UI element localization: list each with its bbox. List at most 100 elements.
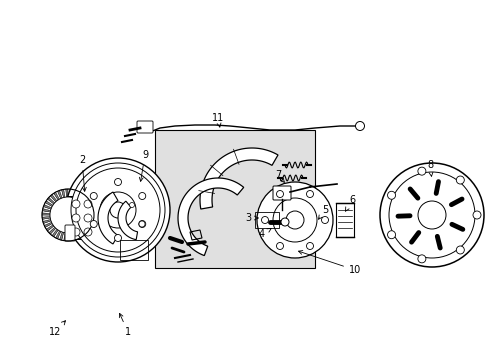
Circle shape bbox=[388, 172, 474, 258]
Circle shape bbox=[276, 190, 283, 198]
Polygon shape bbox=[85, 218, 94, 221]
Polygon shape bbox=[49, 227, 56, 234]
Polygon shape bbox=[60, 190, 63, 198]
Circle shape bbox=[285, 211, 304, 229]
Polygon shape bbox=[74, 190, 78, 198]
Text: 9: 9 bbox=[139, 150, 148, 181]
Polygon shape bbox=[81, 197, 88, 204]
Circle shape bbox=[72, 214, 80, 222]
Circle shape bbox=[84, 200, 92, 208]
Circle shape bbox=[110, 202, 126, 218]
Polygon shape bbox=[56, 191, 61, 199]
Circle shape bbox=[387, 231, 395, 239]
Polygon shape bbox=[43, 204, 51, 209]
Polygon shape bbox=[43, 219, 51, 224]
Polygon shape bbox=[82, 199, 90, 205]
Circle shape bbox=[72, 228, 80, 236]
Circle shape bbox=[261, 216, 268, 224]
Polygon shape bbox=[50, 194, 57, 202]
Polygon shape bbox=[98, 192, 118, 244]
Polygon shape bbox=[86, 213, 94, 215]
Polygon shape bbox=[56, 231, 61, 239]
Circle shape bbox=[387, 191, 395, 199]
Polygon shape bbox=[63, 233, 66, 241]
Polygon shape bbox=[75, 191, 80, 199]
Circle shape bbox=[139, 220, 145, 228]
Polygon shape bbox=[85, 211, 94, 213]
Circle shape bbox=[257, 182, 332, 258]
Polygon shape bbox=[43, 221, 51, 225]
Polygon shape bbox=[78, 193, 84, 201]
Polygon shape bbox=[77, 192, 82, 200]
Text: 8: 8 bbox=[426, 160, 432, 176]
Circle shape bbox=[272, 198, 316, 242]
Polygon shape bbox=[43, 207, 51, 211]
Polygon shape bbox=[42, 211, 50, 213]
Text: 4: 4 bbox=[259, 229, 271, 239]
Polygon shape bbox=[68, 233, 70, 241]
Polygon shape bbox=[178, 178, 243, 256]
Polygon shape bbox=[72, 190, 76, 198]
Circle shape bbox=[472, 211, 480, 219]
Text: 11: 11 bbox=[211, 113, 224, 127]
Circle shape bbox=[71, 163, 164, 257]
Polygon shape bbox=[61, 189, 65, 198]
Circle shape bbox=[139, 221, 145, 227]
Circle shape bbox=[114, 234, 121, 242]
Polygon shape bbox=[80, 196, 87, 203]
Polygon shape bbox=[75, 231, 80, 239]
Polygon shape bbox=[66, 189, 68, 197]
Text: 2: 2 bbox=[79, 155, 86, 191]
Circle shape bbox=[455, 176, 464, 184]
Circle shape bbox=[90, 193, 97, 199]
Circle shape bbox=[50, 197, 86, 233]
Polygon shape bbox=[77, 230, 82, 238]
Polygon shape bbox=[81, 226, 88, 233]
Polygon shape bbox=[72, 232, 76, 240]
Polygon shape bbox=[47, 197, 55, 204]
Polygon shape bbox=[66, 233, 68, 241]
Circle shape bbox=[66, 158, 170, 262]
Polygon shape bbox=[63, 189, 66, 197]
Circle shape bbox=[417, 167, 425, 175]
Polygon shape bbox=[49, 196, 56, 203]
Polygon shape bbox=[85, 219, 93, 224]
Polygon shape bbox=[69, 233, 72, 241]
Polygon shape bbox=[52, 193, 58, 201]
FancyBboxPatch shape bbox=[66, 225, 97, 239]
Polygon shape bbox=[61, 233, 65, 240]
Polygon shape bbox=[50, 228, 57, 235]
Polygon shape bbox=[58, 231, 62, 240]
Polygon shape bbox=[85, 208, 94, 212]
Circle shape bbox=[129, 202, 134, 207]
Polygon shape bbox=[42, 208, 50, 212]
Text: 5: 5 bbox=[318, 205, 327, 219]
Bar bbox=[254, 212, 279, 228]
Polygon shape bbox=[85, 216, 94, 219]
Circle shape bbox=[100, 192, 136, 228]
Polygon shape bbox=[83, 222, 92, 228]
Polygon shape bbox=[45, 201, 53, 206]
Polygon shape bbox=[47, 226, 55, 233]
Polygon shape bbox=[82, 225, 90, 231]
Circle shape bbox=[417, 201, 445, 229]
Circle shape bbox=[72, 200, 80, 208]
Polygon shape bbox=[68, 189, 70, 197]
Polygon shape bbox=[54, 230, 60, 238]
Circle shape bbox=[355, 122, 364, 130]
Polygon shape bbox=[58, 190, 62, 198]
FancyBboxPatch shape bbox=[66, 211, 97, 225]
FancyBboxPatch shape bbox=[66, 197, 97, 211]
Text: 12: 12 bbox=[49, 321, 65, 337]
Circle shape bbox=[321, 216, 328, 224]
Polygon shape bbox=[200, 148, 278, 209]
Polygon shape bbox=[85, 207, 93, 211]
Polygon shape bbox=[79, 194, 85, 202]
Circle shape bbox=[281, 218, 288, 226]
Circle shape bbox=[76, 168, 160, 252]
Polygon shape bbox=[52, 229, 58, 237]
Polygon shape bbox=[83, 224, 91, 229]
Circle shape bbox=[379, 163, 483, 267]
Polygon shape bbox=[83, 201, 91, 206]
Circle shape bbox=[114, 179, 121, 185]
